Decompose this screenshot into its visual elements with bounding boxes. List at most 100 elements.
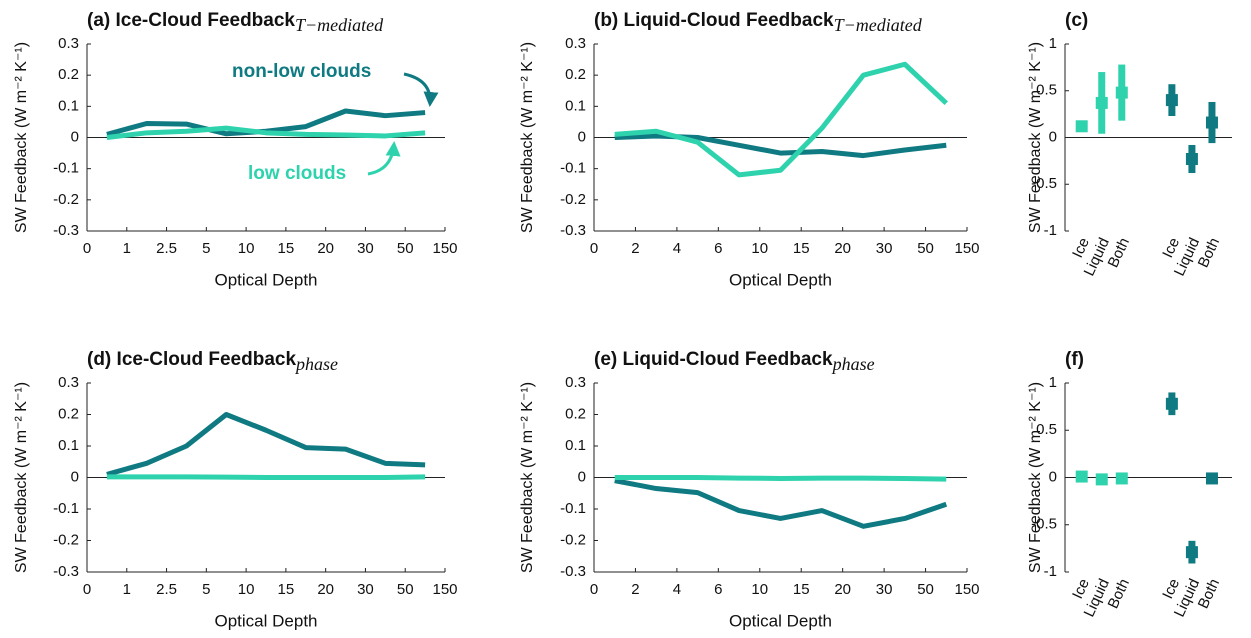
x-tick-label: 2.5 bbox=[156, 240, 177, 257]
y-tick-label: -0.2 bbox=[53, 531, 79, 548]
y-tick-label: 0 bbox=[71, 468, 79, 485]
x-tick-label: 1 bbox=[123, 581, 131, 598]
x-tick-label: 10 bbox=[238, 581, 255, 598]
x-tick-label: Ice bbox=[1159, 576, 1183, 601]
x-tick-label: 30 bbox=[876, 581, 893, 598]
y-tick-label: 0.1 bbox=[565, 97, 586, 114]
y-axis-label: SW Feedback (W m⁻² K⁻¹) bbox=[13, 382, 30, 573]
series-line bbox=[614, 61, 948, 178]
title-text: (f) bbox=[1065, 349, 1084, 370]
marker bbox=[1075, 470, 1088, 483]
y-tick-label: -0.1 bbox=[560, 160, 586, 177]
marker bbox=[1095, 473, 1108, 486]
title-subscript: phase bbox=[294, 354, 338, 374]
marker bbox=[1205, 472, 1218, 485]
y-tick-label: 0.3 bbox=[58, 35, 79, 52]
series-line bbox=[106, 474, 426, 480]
y-tick-label: -0.2 bbox=[560, 191, 586, 208]
marker bbox=[1095, 96, 1108, 109]
x-tick-label: Ice bbox=[1069, 235, 1093, 260]
annotation-arrow bbox=[403, 72, 439, 107]
series-line bbox=[614, 475, 947, 482]
series-line bbox=[614, 133, 947, 159]
x-tick-label: 10 bbox=[238, 240, 255, 257]
x-tick-label: 0 bbox=[590, 240, 598, 257]
x-tick-label: 2 bbox=[631, 240, 639, 257]
y-tick-label: -0.2 bbox=[560, 531, 586, 548]
marker bbox=[1115, 86, 1128, 99]
y-tick-label: 0.3 bbox=[565, 374, 586, 391]
y-tick-label: 0.3 bbox=[565, 35, 586, 52]
marker bbox=[1075, 120, 1088, 133]
x-tick-label: 50 bbox=[397, 581, 414, 598]
y-axis-label: SW Feedback (W m⁻² K⁻¹) bbox=[519, 42, 536, 233]
x-tick-label: 0 bbox=[83, 240, 91, 257]
series-label: non-low clouds bbox=[232, 61, 371, 82]
y-tick-label: 0 bbox=[578, 468, 586, 485]
x-tick-label: 150 bbox=[432, 240, 457, 257]
y-tick-label: 0.5 bbox=[1036, 421, 1057, 438]
x-tick-label: 4 bbox=[673, 581, 681, 598]
y-tick-label: -0.3 bbox=[560, 563, 586, 580]
y-tick-label: -1 bbox=[1044, 222, 1057, 239]
x-tick-label: 1 bbox=[123, 240, 131, 257]
x-tick-label: 2.5 bbox=[156, 581, 177, 598]
title-text: (c) bbox=[1065, 10, 1088, 31]
series-line bbox=[106, 125, 426, 140]
x-tick-label: 15 bbox=[278, 240, 295, 257]
y-tick-label: 0.3 bbox=[58, 374, 79, 391]
x-tick-label: 2 bbox=[631, 581, 639, 598]
y-tick-label: 0 bbox=[71, 128, 79, 145]
x-tick-label: 4 bbox=[673, 240, 681, 257]
x-axis-label: Optical Depth bbox=[215, 270, 318, 289]
x-axis-label: Optical Depth bbox=[729, 611, 832, 630]
x-axis-label: Optical Depth bbox=[215, 611, 318, 630]
title-text: (a) Ice-Cloud Feedback bbox=[87, 10, 295, 31]
y-tick-label: -0.2 bbox=[53, 191, 79, 208]
title-text: (e) Liquid-Cloud Feedback bbox=[594, 349, 833, 370]
y-tick-label: 0.2 bbox=[58, 405, 79, 422]
marker bbox=[1185, 153, 1198, 166]
y-tick-label: -0.5 bbox=[1031, 516, 1057, 533]
x-tick-label: 20 bbox=[834, 240, 851, 257]
x-tick-label: 5 bbox=[202, 240, 210, 257]
y-tick-label: -0.1 bbox=[560, 500, 586, 517]
marker bbox=[1165, 94, 1178, 107]
x-tick-label: 50 bbox=[397, 240, 414, 257]
series-line bbox=[106, 412, 426, 477]
y-tick-label: 0.1 bbox=[58, 97, 79, 114]
marker bbox=[1185, 546, 1198, 559]
x-tick-label: 15 bbox=[793, 240, 810, 257]
y-tick-label: -0.1 bbox=[53, 500, 79, 517]
y-tick-label: -0.1 bbox=[53, 160, 79, 177]
y-tick-label: 0 bbox=[1049, 468, 1057, 485]
x-tick-label: Ice bbox=[1159, 235, 1183, 260]
panel-title: (f) bbox=[1065, 349, 1084, 370]
x-axis-label: Optical Depth bbox=[729, 270, 832, 289]
x-tick-label: 20 bbox=[834, 581, 851, 598]
x-tick-label: 10 bbox=[751, 240, 768, 257]
x-tick-label: 10 bbox=[751, 581, 768, 598]
x-tick-label: 150 bbox=[954, 581, 979, 598]
panel-title: (c) bbox=[1065, 10, 1088, 31]
x-tick-label: 150 bbox=[432, 581, 457, 598]
title-text: (b) Liquid-Cloud Feedback bbox=[594, 10, 834, 31]
x-tick-label: 50 bbox=[917, 581, 934, 598]
y-tick-label: 0.2 bbox=[565, 405, 586, 422]
x-tick-label: 30 bbox=[357, 240, 374, 257]
x-tick-label: 15 bbox=[278, 581, 295, 598]
y-tick-label: -0.5 bbox=[1031, 175, 1057, 192]
y-axis-label: SW Feedback (W m⁻² K⁻¹) bbox=[13, 42, 30, 233]
marker bbox=[1205, 116, 1218, 129]
y-tick-label: 0.1 bbox=[565, 437, 586, 454]
x-tick-label: Ice bbox=[1069, 576, 1093, 601]
x-tick-label: 15 bbox=[793, 581, 810, 598]
y-tick-label: 0.2 bbox=[58, 66, 79, 83]
y-tick-label: 0 bbox=[578, 128, 586, 145]
marker bbox=[1165, 397, 1178, 410]
y-tick-label: 0.1 bbox=[58, 437, 79, 454]
annotation-arrow bbox=[367, 141, 401, 176]
y-tick-label: -0.3 bbox=[53, 563, 79, 580]
y-tick-label: -0.3 bbox=[53, 222, 79, 239]
series-line bbox=[614, 478, 948, 529]
